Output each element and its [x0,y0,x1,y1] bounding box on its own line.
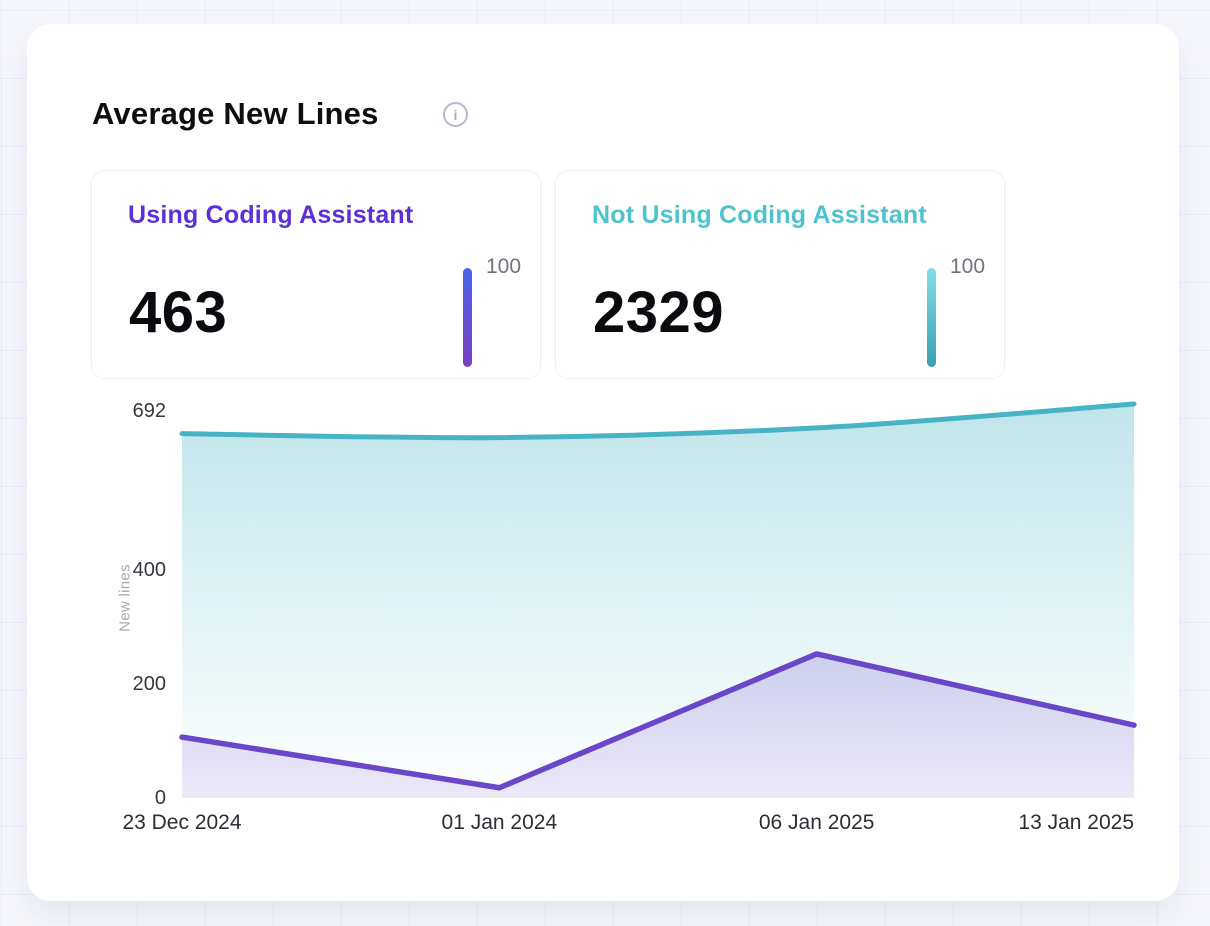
gradient-scale-bar [927,268,936,367]
stat-label: Using Coding Assistant [128,201,414,229]
scale-max-label: 100 [950,255,986,278]
info-icon[interactable]: i [443,102,468,127]
y-axis-tick: 400 [132,559,166,582]
scale-max-label: 100 [486,255,522,278]
stat-card-using-coding-assistant: Using Coding Assistant 463 100 [91,170,541,379]
stat-label: Not Using Coding Assistant [592,201,927,229]
line-using-coding-assistant [179,651,1137,791]
area-using-coding-assistant [182,653,1134,798]
line-not-using-coding-assistant [179,401,1137,441]
stat-value: 463 [129,280,228,345]
page-title: Average New Lines [92,96,379,131]
y-axis-tick: 0 [154,787,166,809]
x-axis-label: 13 Jan 2025 [1018,811,1134,834]
x-axis-label: 01 Jan 2024 [441,811,558,834]
gradient-scale-bar [463,268,472,367]
stat-value: 2329 [593,280,725,345]
x-axis-label: 23 Dec 2024 [122,811,242,834]
y-axis-tick: 692 [132,400,166,422]
y-axis-tick: 200 [132,673,166,696]
info-icon-glyph: i [453,106,458,123]
stat-card-not-using-coding-assistant: Not Using Coding Assistant 2329 100 [555,170,1005,379]
y-axis-title: New lines [116,564,134,632]
x-axis-label: 06 Jan 2025 [758,811,875,834]
